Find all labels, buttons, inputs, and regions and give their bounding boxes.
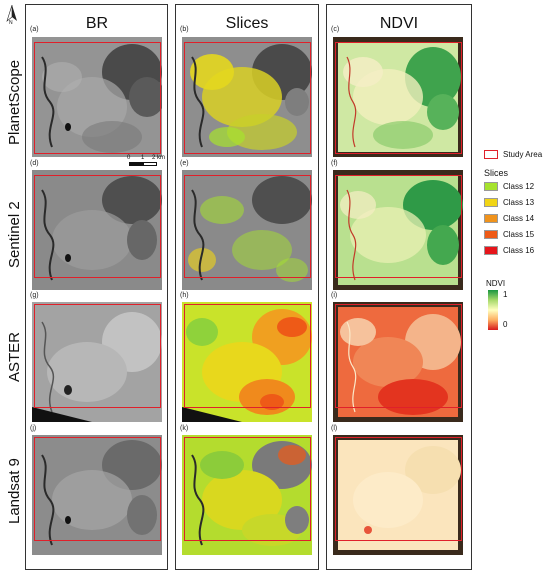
panel-label-d: (d) xyxy=(30,160,39,167)
legend-class-13-label: Class 13 xyxy=(503,198,535,207)
scale-tick-1: 1 xyxy=(141,155,145,161)
legend-class-12: Class 12 xyxy=(484,182,534,191)
legend-class-15-label: Class 15 xyxy=(503,230,535,239)
legend-class-14: Class 14 xyxy=(484,214,534,223)
legend-class-16-label: Class 16 xyxy=(503,246,535,255)
panel-label-h: (h) xyxy=(180,292,189,299)
study-area-outline xyxy=(34,42,161,154)
scale-tick-0: 0 xyxy=(127,155,131,161)
legend-class-13: Class 13 xyxy=(484,198,534,207)
study-area-outline xyxy=(34,437,161,541)
legend-ndvi-title: NDVI xyxy=(486,279,506,288)
scale-bar xyxy=(129,162,159,166)
ndvi-colorbar xyxy=(488,290,498,330)
legend-study-area: Study Area xyxy=(484,150,542,159)
panel-label-c: (c) xyxy=(331,26,340,33)
study-area-outline xyxy=(34,304,161,408)
ndvi-max-label: 1 xyxy=(503,290,508,299)
column-title-br: BR xyxy=(85,15,109,32)
class-15-swatch xyxy=(484,230,498,239)
legend-slices-title: Slices xyxy=(484,168,509,178)
study-area-outline xyxy=(335,42,462,154)
map-br-landsat9 xyxy=(32,435,162,555)
row-label-landsat9: Landsat 9 xyxy=(6,458,23,524)
study-area-outline xyxy=(184,437,311,541)
row-label-aster: ASTER xyxy=(6,331,23,382)
map-br-aster xyxy=(32,302,162,422)
legend-class-12-label: Class 12 xyxy=(503,182,535,191)
map-slices-landsat9 xyxy=(182,435,312,555)
legend-class-16: Class 16 xyxy=(484,246,534,255)
map-br-sentinel2 xyxy=(32,170,162,290)
study-area-outline xyxy=(34,175,161,278)
class-13-swatch xyxy=(484,198,498,207)
scale-tick-2: 2 km xyxy=(152,155,166,161)
panel-label-b: (b) xyxy=(180,26,189,33)
legend-class-14-label: Class 14 xyxy=(503,214,535,223)
map-ndvi-landsat9 xyxy=(333,435,463,555)
study-area-outline xyxy=(335,437,462,541)
class-14-swatch xyxy=(484,214,498,223)
map-ndvi-sentinel2 xyxy=(333,170,463,290)
map-ndvi-planetscope xyxy=(333,37,463,157)
column-title-ndvi: NDVI xyxy=(379,15,419,32)
study-area-outline xyxy=(184,175,311,278)
study-area-outline xyxy=(184,304,311,408)
map-slices-aster xyxy=(182,302,312,422)
legend-class-15: Class 15 xyxy=(484,230,534,239)
map-ndvi-aster xyxy=(333,302,463,422)
row-label-planetscope: PlanetScope xyxy=(6,59,23,145)
panel-label-j: (j) xyxy=(30,425,37,432)
column-frame-slices xyxy=(175,4,319,570)
study-area-outline xyxy=(184,42,311,154)
column-frame-ndvi xyxy=(326,4,472,570)
panel-label-l: (l) xyxy=(331,425,338,432)
study-area-outline xyxy=(335,304,462,408)
north-arrow-icon xyxy=(6,4,18,23)
map-br-planetscope xyxy=(32,37,162,157)
legend-study-area-label: Study Area xyxy=(503,150,543,159)
panel-label-g: (g) xyxy=(30,292,39,299)
map-slices-sentinel2 xyxy=(182,170,312,290)
column-frame-br xyxy=(25,4,168,570)
panel-label-k: (k) xyxy=(180,425,189,432)
class-12-swatch xyxy=(484,182,498,191)
panel-label-i: (i) xyxy=(331,292,338,299)
ndvi-min-label: 0 xyxy=(503,320,508,329)
panel-label-a: (a) xyxy=(30,26,39,33)
study-area-swatch xyxy=(484,150,498,159)
column-title-slices: Slices xyxy=(225,15,269,32)
panel-label-e: (e) xyxy=(180,160,189,167)
class-16-swatch xyxy=(484,246,498,255)
map-slices-planetscope xyxy=(182,37,312,157)
panel-label-f: (f) xyxy=(331,160,338,167)
row-label-sentinel2: Sentinel 2 xyxy=(6,201,23,268)
north-arrow-label: N xyxy=(9,20,13,26)
study-area-outline xyxy=(335,175,462,278)
